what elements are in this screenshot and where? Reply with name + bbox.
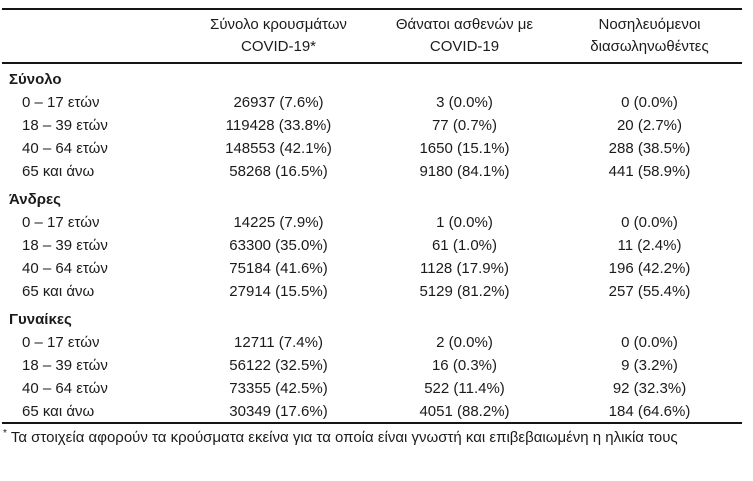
cell-deaths: 2 (0.0%)	[436, 334, 493, 351]
cell-cases: 58268 (16.5%)	[229, 163, 328, 180]
cell-intubated: 92 (32.3%)	[612, 380, 687, 397]
section-row-men: Άνδρες	[2, 183, 742, 211]
cell-intubated: 11 (2.4%)	[617, 237, 682, 254]
cell-deaths: 1 (0.0%)	[436, 214, 493, 231]
cell-intubated: 0 (0.0%)	[621, 214, 678, 231]
table-row: 65 και άνω 58268 (16.5%) 9180 (84.1%) 44…	[2, 160, 742, 183]
cell-cases: 73355 (42.5%)	[229, 380, 328, 397]
table-row: 65 και άνω 30349 (17.6%) 4051 (88.2%) 18…	[2, 400, 742, 423]
col-header-total-cases-line2: COVID-19*	[240, 37, 317, 55]
col-header-total-cases-line1: Σύνολο κρουσμάτων	[210, 15, 347, 33]
cell-intubated: 0 (0.0%)	[621, 334, 678, 351]
col-header-deaths-line2: COVID-19	[429, 37, 500, 55]
cell-cases: 119428 (33.8%)	[225, 117, 332, 134]
section-label-women: Γυναίκες	[9, 310, 72, 328]
col-header-intubated: Νοσηλευόμενοι διασωληνωθέντες	[557, 9, 742, 64]
table-row: 0 – 17 ετών 12711 (7.4%) 2 (0.0%) 0 (0.0…	[2, 331, 742, 354]
cell-cases: 75184 (41.6%)	[229, 260, 328, 277]
cell-deaths: 522 (11.4%)	[424, 380, 505, 397]
cell-intubated: 0 (0.0%)	[621, 94, 678, 111]
cell-cases: 26937 (7.6%)	[233, 94, 324, 111]
col-header-total-cases: Σύνολο κρουσμάτων COVID-19*	[185, 9, 372, 64]
col-header-deaths-line1: Θάνατοι ασθενών με	[395, 15, 534, 33]
section-row-women: Γυναίκες	[2, 303, 742, 331]
table-row: 65 και άνω 27914 (15.5%) 5129 (81.2%) 25…	[2, 280, 742, 303]
cell-deaths: 5129 (81.2%)	[419, 283, 510, 300]
col-header-deaths: Θάνατοι ασθενών με COVID-19	[372, 9, 557, 64]
table-row: 40 – 64 ετών 75184 (41.6%) 1128 (17.9%) …	[2, 257, 742, 280]
cell-cases: 27914 (15.5%)	[229, 283, 328, 300]
cell-cases: 14225 (7.9%)	[233, 214, 324, 231]
age-label: 40 – 64 ετών	[22, 380, 108, 397]
age-label: 40 – 64 ετών	[22, 260, 108, 277]
footnote-text: Τα στοιχεία αφορούν τα κρούσματα εκείνα …	[10, 429, 678, 446]
table-row: 40 – 64 ετών 73355 (42.5%) 522 (11.4%) 9…	[2, 377, 742, 400]
cell-deaths: 77 (0.7%)	[431, 117, 498, 134]
cell-deaths: 61 (1.0%)	[431, 237, 498, 254]
table-row: 0 – 17 ετών 14225 (7.9%) 1 (0.0%) 0 (0.0…	[2, 211, 742, 234]
col-header-empty	[2, 9, 185, 64]
age-label: 65 και άνω	[22, 283, 95, 300]
age-label: 18 – 39 ετών	[22, 117, 108, 134]
age-label: 0 – 17 ετών	[22, 214, 100, 231]
cell-cases: 30349 (17.6%)	[229, 402, 328, 420]
section-label-total: Σύνολο	[9, 71, 62, 88]
age-label: 18 – 39 ετών	[22, 357, 108, 374]
age-label: 0 – 17 ετών	[22, 334, 100, 351]
cell-deaths: 1650 (15.1%)	[419, 140, 510, 157]
cell-cases: 12711 (7.4%)	[234, 334, 323, 351]
age-label: 0 – 17 ετών	[22, 94, 100, 111]
cell-deaths: 16 (0.3%)	[431, 357, 498, 374]
table-row: 18 – 39 ετών 56122 (32.5%) 16 (0.3%) 9 (…	[2, 354, 742, 377]
cell-cases: 63300 (35.0%)	[229, 237, 328, 254]
section-row-total: Σύνολο	[2, 63, 742, 91]
footnote-asterisk: *	[3, 428, 7, 439]
cell-cases: 148553 (42.1%)	[225, 140, 332, 157]
table-body: Σύνολο 0 – 17 ετών 26937 (7.6%) 3 (0.0%)…	[2, 63, 742, 423]
table-header: Σύνολο κρουσμάτων COVID-19* Θάνατοι ασθε…	[2, 9, 742, 64]
cell-deaths: 9180 (84.1%)	[419, 163, 510, 180]
cell-deaths: 1128 (17.9%)	[420, 260, 509, 277]
cell-intubated: 9 (3.2%)	[621, 357, 678, 374]
age-label: 18 – 39 ετών	[22, 237, 108, 254]
age-label: 65 και άνω	[22, 163, 95, 180]
cell-deaths: 3 (0.0%)	[436, 94, 493, 111]
table-row: 0 – 17 ετών 26937 (7.6%) 3 (0.0%) 0 (0.0…	[2, 91, 742, 114]
cell-intubated: 257 (55.4%)	[608, 283, 691, 300]
header-row: Σύνολο κρουσμάτων COVID-19* Θάνατοι ασθε…	[2, 9, 742, 64]
cell-intubated: 441 (58.9%)	[608, 163, 691, 180]
cell-deaths: 4051 (88.2%)	[419, 402, 510, 420]
age-label: 65 και άνω	[22, 402, 95, 420]
cell-intubated: 20 (2.7%)	[616, 117, 683, 134]
cell-intubated: 288 (38.5%)	[608, 140, 691, 157]
cell-intubated: 196 (42.2%)	[608, 260, 691, 277]
cell-intubated: 184 (64.6%)	[608, 402, 691, 420]
covid-stats-table: Σύνολο κρουσμάτων COVID-19* Θάνατοι ασθε…	[2, 8, 742, 424]
age-label: 40 – 64 ετών	[22, 140, 108, 157]
cell-cases: 56122 (32.5%)	[229, 357, 328, 374]
table-footnote: * Τα στοιχεία αφορούν τα κρούσματα εκείν…	[3, 428, 753, 447]
table-row: 18 – 39 ετών 119428 (33.8%) 77 (0.7%) 20…	[2, 114, 742, 137]
table-row: 18 – 39 ετών 63300 (35.0%) 61 (1.0%) 11 …	[2, 234, 742, 257]
section-label-men: Άνδρες	[9, 190, 61, 208]
col-header-intubated-line1: Νοσηλευόμενοι	[598, 15, 701, 33]
col-header-intubated-line2: διασωληνωθέντες	[590, 37, 709, 55]
table-row: 40 – 64 ετών 148553 (42.1%) 1650 (15.1%)…	[2, 137, 742, 160]
